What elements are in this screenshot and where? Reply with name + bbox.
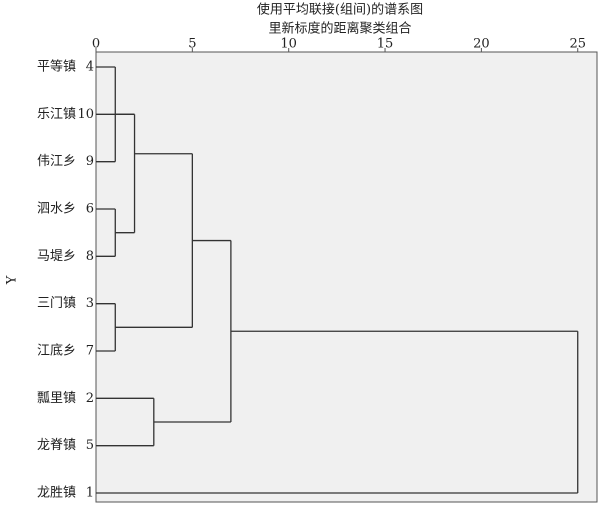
x-tick-label: 0: [92, 37, 100, 52]
chart-title: 使用平均联接(组间)的谱系图: [257, 2, 423, 18]
case-number: 3: [86, 296, 94, 311]
leaf-label: 龙脊镇: [37, 438, 76, 453]
leaf-label: 三门镇: [37, 296, 76, 311]
x-tick-label: 5: [188, 37, 196, 52]
case-number: 10: [77, 107, 94, 122]
case-number: 9: [86, 154, 94, 169]
case-number: 6: [86, 202, 94, 217]
plot-area: [95, 51, 598, 503]
case-number: 7: [86, 344, 94, 359]
x-tick-label: 25: [569, 37, 586, 52]
x-tick-label: 15: [377, 37, 394, 52]
x-tick-label: 20: [473, 37, 490, 52]
leaf-label: 伟江乡: [37, 154, 76, 169]
leaf-label: 平等镇: [37, 59, 76, 75]
case-number: 5: [86, 438, 94, 453]
leaf-label: 龙胜镇: [37, 486, 76, 501]
leaf-label: 江底乡: [37, 343, 76, 359]
x-tick-label: 10: [280, 37, 297, 52]
case-number: 1: [86, 486, 94, 501]
case-number: 2: [86, 391, 94, 406]
chart-subtitle: 里新标度的距离聚类组合: [268, 21, 411, 37]
case-number: 8: [86, 249, 94, 264]
leaf-label: 瓢里镇: [37, 391, 76, 406]
leaf-label: 马堤乡: [37, 249, 76, 264]
leaf-label: 泗水乡: [37, 202, 76, 217]
case-number: 4: [86, 60, 94, 75]
y-axis-label: Y: [5, 275, 20, 285]
leaf-label: 乐江镇: [37, 107, 76, 122]
